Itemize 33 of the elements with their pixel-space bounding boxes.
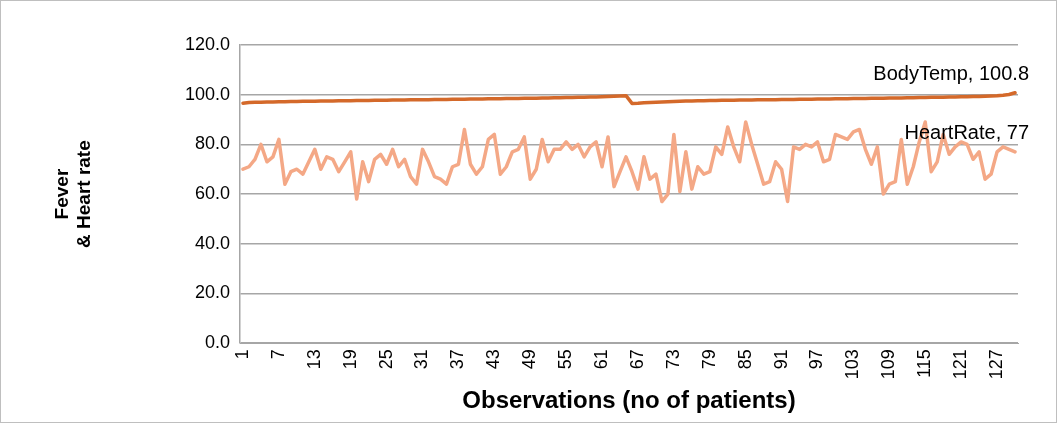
x-axis-title: Observations (no of patients) (462, 386, 796, 414)
x-tick-label: 7 (267, 349, 288, 360)
x-tick-label: 127 (986, 349, 1007, 380)
annotation: HeartRate, 77 (904, 121, 1030, 144)
x-tick-label: 19 (339, 349, 360, 370)
x-tick-label: 25 (375, 349, 396, 370)
x-tick-label: 115 (914, 349, 935, 378)
y-tick-label: 0.0 (204, 332, 230, 353)
x-tick-label: 13 (303, 349, 324, 370)
x-tick-label: 55 (555, 349, 576, 370)
y-tick-label: 20.0 (194, 282, 230, 303)
x-tick-label: 85 (734, 349, 755, 370)
x-tick-label: 49 (519, 349, 540, 370)
x-tick-label: 61 (591, 349, 612, 370)
x-tick-label: 67 (626, 349, 647, 370)
y-tick-label: 40.0 (194, 232, 230, 253)
x-tick-label: 97 (806, 349, 827, 370)
y-axis-title: Fever & Heart rate (50, 140, 95, 248)
x-tick-label: 91 (770, 349, 791, 370)
annotation: BodyTemp, 100.8 (873, 62, 1030, 85)
x-tick-label: 121 (950, 349, 971, 380)
y-tick-label: 100.0 (184, 83, 230, 104)
x-tick-label: 43 (483, 349, 504, 370)
x-tick-label: 73 (662, 349, 683, 370)
x-tick-label: 1 (231, 349, 252, 360)
x-tick-label: 109 (878, 349, 899, 380)
y-tick-label: 80.0 (194, 133, 230, 154)
y-tick-label: 60.0 (194, 183, 230, 204)
x-tick-label: 37 (447, 349, 468, 370)
x-tick-label: 103 (842, 349, 863, 380)
x-tick-label: 79 (698, 349, 719, 370)
x-tick-label: 31 (411, 349, 432, 370)
y-tick-label: 120.0 (184, 33, 230, 54)
